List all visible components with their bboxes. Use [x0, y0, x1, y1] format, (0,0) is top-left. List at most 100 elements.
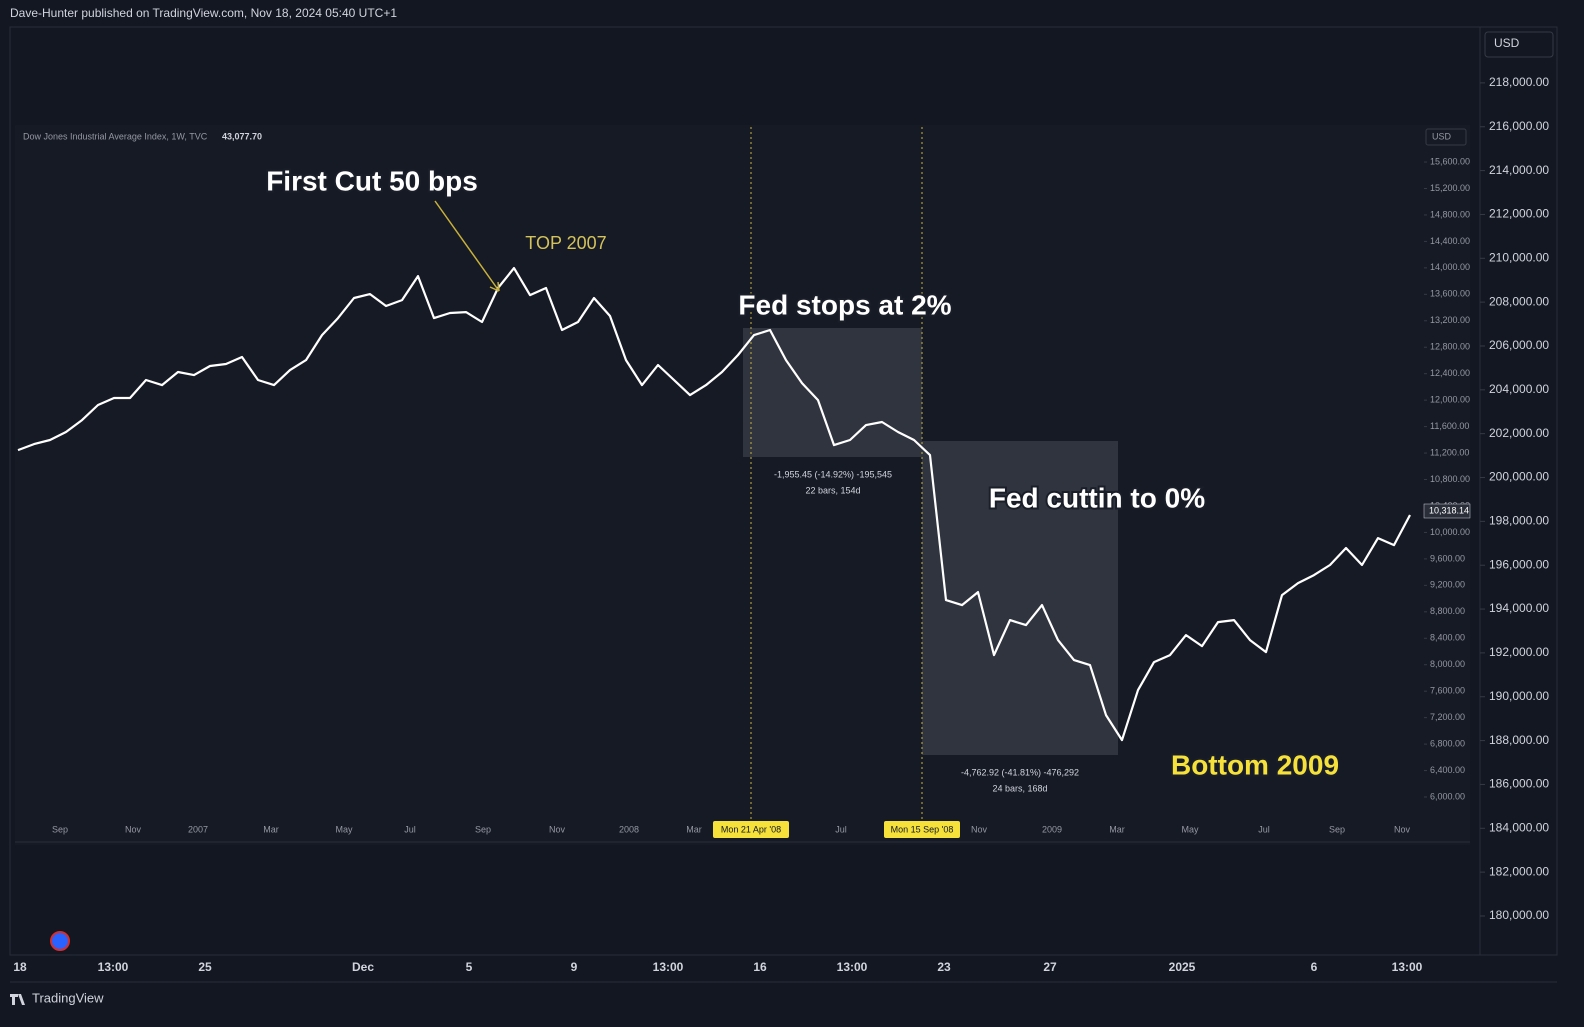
price-tick-label: 208,000.00	[1489, 294, 1549, 308]
annotation: Bottom 2009	[1171, 749, 1339, 780]
price-tick-label: 200,000.00	[1489, 470, 1549, 484]
time-tick-label: 6	[1311, 960, 1318, 974]
inner-time-label: Jul	[1258, 824, 1270, 834]
inner-time-label: Mar	[686, 824, 702, 834]
inner-price-label: 12,400.00	[1430, 368, 1470, 378]
annotation: Fed stops at 2%	[738, 289, 951, 320]
date-marker-badge	[884, 821, 960, 838]
inner-price-label: 6,400.00	[1430, 765, 1465, 775]
price-tick-label: 210,000.00	[1489, 250, 1549, 264]
inner-time-label: Nov	[125, 824, 142, 834]
price-tick-label: 218,000.00	[1489, 75, 1549, 89]
price-tick-label: 188,000.00	[1489, 733, 1549, 747]
inner-price-label: 10,000.00	[1430, 527, 1470, 537]
time-tick-label: 23	[937, 960, 951, 974]
inner-currency-box	[1425, 128, 1467, 146]
price-tick-label: 204,000.00	[1489, 382, 1549, 396]
inner-price-label: 8,800.00	[1430, 606, 1465, 616]
inner-price-label: 9,600.00	[1430, 553, 1465, 563]
price-line	[17, 267, 1411, 742]
price-tick-label: 180,000.00	[1489, 908, 1549, 922]
inner-price-label: 12,800.00	[1430, 342, 1470, 352]
price-tick-label: 214,000.00	[1489, 163, 1549, 177]
inner-time-label: Sep	[52, 824, 68, 834]
time-tick-label: 13:00	[1392, 960, 1423, 974]
inner-time-label: 2009	[1042, 824, 1062, 834]
measure-change: -1,955.45 (-14.92%) -195,545	[774, 469, 892, 479]
inner-price-label: 7,200.00	[1430, 712, 1465, 722]
time-tick-label: 5	[466, 960, 473, 974]
inner-price-label: 15,600.00	[1430, 156, 1470, 166]
inner-time-label: Nov	[971, 824, 988, 834]
time-tick-label: 18	[13, 960, 27, 974]
price-axis	[1479, 26, 1558, 956]
annotation: First Cut 50 bps	[266, 165, 478, 196]
inner-price-label: 8,400.00	[1430, 633, 1465, 643]
time-tick-label: 27	[1043, 960, 1057, 974]
price-tick-label: 198,000.00	[1489, 514, 1549, 528]
inner-price-label: 6,000.00	[1430, 791, 1465, 801]
time-tick-label: 13:00	[98, 960, 129, 974]
price-tick-label: 202,000.00	[1489, 426, 1549, 440]
chart-image	[15, 125, 1470, 845]
price-tick-label: 190,000.00	[1489, 689, 1549, 703]
inner-time-label: May	[1181, 824, 1199, 834]
inner-price-label: 10,800.00	[1430, 474, 1470, 484]
inner-time-label: Sep	[475, 824, 491, 834]
inner-time-label: Jul	[835, 824, 847, 834]
measure-box	[743, 328, 922, 457]
inner-price-label: 11,200.00	[1430, 447, 1469, 457]
tv-logo	[10, 994, 25, 1005]
currency-label: USD	[1494, 36, 1520, 50]
inner-price-label: 6,800.00	[1430, 738, 1465, 748]
price-tick-label: 192,000.00	[1489, 645, 1549, 659]
inner-time-label: Nov	[549, 824, 566, 834]
header-text: Dave-Hunter published on TradingView.com…	[10, 6, 397, 20]
inner-price-label: 7,600.00	[1430, 686, 1465, 696]
inner-time-label: Mar	[1109, 824, 1125, 834]
time-tick-label: 25	[198, 960, 212, 974]
inner-time-label: Jul	[404, 824, 416, 834]
inner-time-label: 2007	[188, 824, 208, 834]
annotation: Fed cuttin to 0%	[989, 482, 1205, 513]
measure-change: -4,762.92 (-41.81%) -476,292	[961, 767, 1079, 777]
inner-price-label: 13,600.00	[1430, 289, 1470, 299]
chart-legend: Dow Jones Industrial Average Index, 1W, …	[23, 131, 208, 141]
price-tick-label: 184,000.00	[1489, 820, 1549, 834]
price-tick-label: 194,000.00	[1489, 601, 1549, 615]
inner-price-label: 14,800.00	[1430, 209, 1470, 219]
legend-price: 43,077.70	[222, 131, 262, 141]
inner-price-label: 14,400.00	[1430, 236, 1470, 246]
time-tick-label: 2025	[1169, 960, 1196, 974]
time-tick-label: 13:00	[837, 960, 868, 974]
footer-brand: TradingView	[32, 990, 104, 1005]
annotation: TOP 2007	[525, 233, 606, 253]
currency-button[interactable]	[1484, 31, 1554, 58]
inner-price-label: 11,600.00	[1430, 421, 1469, 431]
date-marker-badge	[713, 821, 789, 838]
time-tick-label: 9	[571, 960, 578, 974]
price-tick-label: 216,000.00	[1489, 119, 1549, 133]
inner-time-label: Sep	[1329, 824, 1345, 834]
price-tick-label: 186,000.00	[1489, 777, 1549, 791]
inner-currency: USD	[1432, 131, 1452, 141]
price-tick-label: 182,000.00	[1489, 864, 1549, 878]
time-tick-label: 13:00	[653, 960, 684, 974]
time-tick-label: 16	[753, 960, 767, 974]
inner-time-label: Nov	[1394, 824, 1411, 834]
price-tick-label: 196,000.00	[1489, 557, 1549, 571]
price-tick-label: 212,000.00	[1489, 207, 1549, 221]
inner-price-label: 15,200.00	[1430, 183, 1470, 193]
inner-time-label: Mar	[263, 824, 279, 834]
measure-span: 24 bars, 168d	[992, 783, 1047, 793]
inner-price-label: 9,200.00	[1430, 580, 1465, 590]
time-tick-label: Dec	[352, 960, 374, 974]
flag-icon[interactable]	[50, 931, 70, 951]
last-price-badge	[1423, 503, 1471, 519]
inner-price-label: 13,200.00	[1430, 315, 1470, 325]
measure-span: 22 bars, 154d	[805, 485, 860, 495]
price-tick-label: 206,000.00	[1489, 338, 1549, 352]
annotation-arrowhead	[489, 281, 500, 292]
inner-price-label: 14,000.00	[1430, 262, 1470, 272]
